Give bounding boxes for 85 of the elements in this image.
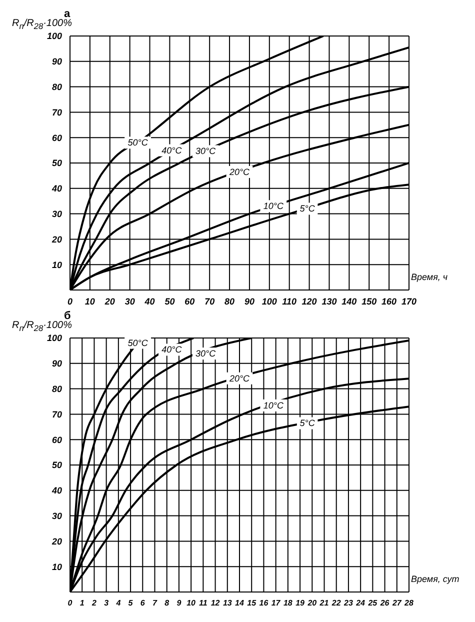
x-tick-label: 22 [330,598,342,608]
series-label: 30°C [196,348,216,359]
x-tick-label: 25 [367,598,378,608]
y-tick-label: 50 [52,460,62,470]
x-tick-label: 19 [296,598,306,608]
x-tick-label: 100 [262,296,277,306]
x-tick-label: 80 [224,296,235,306]
x-tick-label: 23 [343,598,354,608]
y-tick-label: 70 [52,107,62,118]
y-tick-label: 10 [52,562,62,572]
series-label: 10°C [263,400,284,410]
x-tick-label: 14 [235,598,244,608]
x-tick-label: 9 [176,598,182,608]
series-label: 5°C [300,204,316,214]
y-tick-label: 40 [50,486,62,496]
x-tick-label: 70 [204,296,215,306]
x-tick-label: 16 [259,598,269,608]
x-tick-label: 18 [283,598,293,608]
x-tick-label: 11 [199,598,208,608]
y-tick-label: 100 [46,333,62,344]
y-tick-label: 80 [52,384,62,394]
x-tick-label: 10 [186,598,196,608]
x-axis-title: Время, сут [411,574,460,584]
y-axis-title: R$_{п}$/R$_{28}$·100% [11,18,73,31]
x-tick-label: 170 [401,296,417,306]
x-tick-label: 50 [164,296,175,306]
series-label: 40°C [162,145,182,156]
x-tick-label: 26 [379,598,390,608]
x-tick-label: 150 [362,296,377,306]
series-label: 10°C [263,201,284,212]
x-tick-label: 120 [302,296,317,306]
x-tick-label: 12 [210,598,220,608]
x-axis-title: Время, ч [411,272,449,282]
y-tick-label: 60 [52,132,62,143]
y-tick-label: 60 [52,434,62,445]
x-tick-label: 15 [247,598,257,608]
x-tick-label: 24 [355,598,366,608]
y-tick-label: 30 [52,208,62,219]
series-label: 30°C [196,146,216,156]
chart-title: а [64,8,70,20]
x-tick-label: 1 [80,598,85,608]
y-tick-label: 30 [52,510,62,521]
x-tick-label: 20 [306,598,318,608]
x-tick-label: 0 [68,598,73,608]
x-tick-label: 40 [144,296,155,306]
y-tick-label: 20 [50,234,62,244]
y-tick-label: 70 [52,409,62,420]
x-tick-label: 160 [382,296,397,306]
x-tick-label: 5 [128,598,134,608]
x-tick-label: 0 [67,296,73,306]
x-tick-label: 17 [271,598,281,608]
series-label: 20°C [228,166,250,177]
x-tick-label: 130 [322,296,337,306]
x-tick-label: 10 [84,296,95,306]
x-tick-label: 20 [104,296,115,306]
y-tick-label: 100 [46,31,62,42]
x-tick-label: 21 [318,598,330,608]
y-tick-label: 80 [52,82,62,92]
x-tick-label: 3 [104,598,110,608]
series-label: 40°C [162,344,182,355]
x-tick-label: 30 [124,296,135,306]
y-tick-label: 20 [50,536,62,546]
x-tick-label: 90 [244,296,254,306]
series-label: 50°C [128,138,148,148]
x-tick-label: 13 [222,598,232,608]
chart-title: б [64,310,71,322]
series-label: 50°C [128,338,148,348]
x-tick-label: 6 [140,598,146,608]
y-tick-label: 10 [52,260,62,270]
series-label: 20°C [228,373,250,384]
y-tick-label: 90 [52,358,62,369]
x-tick-label: 2 [90,598,97,608]
series-label: 5°C [300,418,316,428]
x-tick-label: 4 [115,598,122,608]
y-axis-title: R$_{п}$/R$_{28}$·100% [11,320,73,333]
y-tick-label: 90 [52,56,62,67]
y-tick-label: 50 [52,158,62,168]
x-tick-label: 8 [164,598,170,608]
x-tick-label: 7 [152,598,158,608]
x-tick-label: 27 [391,598,402,608]
x-tick-label: 140 [342,296,357,306]
x-tick-label: 28 [404,598,414,608]
y-tick-label: 40 [50,184,62,194]
x-tick-label: 110 [282,296,297,306]
x-tick-label: 60 [184,296,195,306]
